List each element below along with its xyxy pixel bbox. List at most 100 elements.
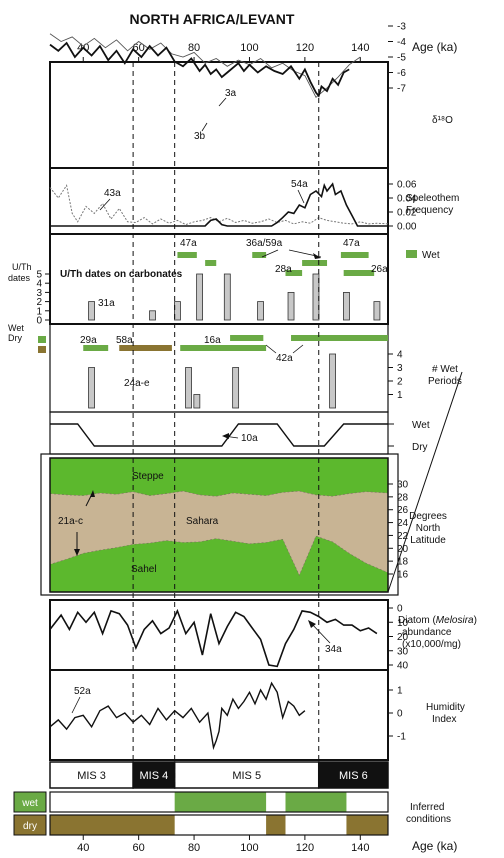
bottom-age-tick-label-2: 80 xyxy=(188,842,200,854)
uth-panel-title: U/Th dates on carbonates xyxy=(60,269,183,280)
speleothem-panel: 0.06 0.04 0.02 0.00 43a 54a Speleothem Freq… xyxy=(49,179,459,233)
humidity-tick-label-0: 1 xyxy=(397,686,403,697)
uth-wet-bar-0 xyxy=(177,252,197,258)
wetdry-wet-label: Wet xyxy=(412,420,430,431)
uth-legend-wet-label: Wet xyxy=(422,250,440,261)
speleothem-tick-label-1: 0.04 xyxy=(397,194,417,205)
inferred-condition-bars xyxy=(50,792,388,835)
speleothem-levant-series xyxy=(49,184,389,226)
uth-tick-label-1: 4 xyxy=(36,279,42,290)
inferred-dry-frame xyxy=(49,814,389,836)
diatom-axis-label-1: Diatom (Melosira) xyxy=(398,615,477,626)
uth-tick-label-4: 1 xyxy=(36,306,42,317)
uth-annotation-36a-59a: 36a/59a xyxy=(246,238,283,249)
figure-title: NORTH AFRICA/LEVANT xyxy=(130,11,295,27)
humidity-pointer xyxy=(71,696,81,714)
wetdry-dry-label: Dry xyxy=(412,442,428,453)
wet-period-bar-2 xyxy=(193,394,201,409)
d18o-annotation-3b: 3b xyxy=(194,131,206,142)
wet-periods-tick-label-2: 2 xyxy=(397,377,403,388)
wetdry-schematic-line xyxy=(50,423,388,447)
latitude-axis-label-2: North xyxy=(416,523,440,534)
uth-date-bar-0 xyxy=(88,301,95,321)
wetdry-pointer-head xyxy=(222,433,229,439)
speleothem-annotation-43a: 43a xyxy=(104,188,121,199)
humidity-annotation: 52a xyxy=(74,686,91,697)
speleothem-axis-label-1: Speleothem xyxy=(406,193,459,204)
humidity-panel-frame xyxy=(49,669,389,761)
uth-date-bars xyxy=(88,273,381,321)
latitude-arrow-down-head xyxy=(74,549,80,556)
uth-annotation-26a: 26a xyxy=(371,264,388,275)
inferred-dry-bar-2 xyxy=(346,815,388,835)
uth-date-bar-5 xyxy=(223,273,231,321)
uth-annotation-47a-right: 47a xyxy=(343,238,360,249)
inferred-dry-legend-label: dry xyxy=(23,821,37,832)
wet-period-bar-4 xyxy=(329,353,336,409)
d18o-axis-label: δ¹⁸O xyxy=(432,115,453,126)
latitude-ticks: 3028262422201816 xyxy=(388,480,409,581)
uth-wet-bars xyxy=(177,252,375,276)
inferred-axis-label-1: Inferred xyxy=(410,802,444,813)
wet-periods-legend-wet-label: Wet xyxy=(8,323,24,333)
speleothem-africa-series xyxy=(50,182,388,227)
d18o-pointer-3b xyxy=(201,122,208,132)
latitude-tick-label-3: 24 xyxy=(397,518,409,529)
diatom-tick-label-0: 0 xyxy=(397,604,403,615)
latitude-tick-label-6: 18 xyxy=(397,557,409,568)
wet-periods-annotation-58a: 58a xyxy=(116,335,133,346)
diatom-tick-label-2: 20 xyxy=(397,632,409,643)
d18o-primary-series xyxy=(49,41,350,98)
wet-periods-axis-label-1: # Wet xyxy=(432,364,458,375)
mis-stage-box-0 xyxy=(49,761,134,789)
uth-tick-label-3: 2 xyxy=(36,297,42,308)
latitude-tick-label-1: 28 xyxy=(397,492,409,503)
sahel-label: Sahel xyxy=(131,564,157,575)
humidity-ticks: 1 0 -1 xyxy=(388,686,406,743)
latitude-tick-label-7: 16 xyxy=(397,570,409,581)
uth-date-bar-3 xyxy=(174,301,181,321)
bottom-age-tick-label-0: 40 xyxy=(77,842,89,854)
uth-left-label-2: dates xyxy=(8,273,31,283)
uth-tick-label-2: 3 xyxy=(36,288,42,299)
inferred-wet-bar-1 xyxy=(285,792,347,812)
uth-date-bar-6 xyxy=(257,301,264,321)
wet-condition-bar-0 xyxy=(83,345,109,351)
bottom-age-tick-label-4: 120 xyxy=(296,842,314,854)
uth-date-bar-4 xyxy=(196,273,204,321)
top-age-tick-label-3: 100 xyxy=(240,42,258,54)
latitude-arrow-up-head xyxy=(90,490,95,497)
uth-wet-bar-1 xyxy=(205,260,217,266)
latitude-axis-label-1: Degrees xyxy=(409,511,447,522)
top-age-axis-label: Age (ka) xyxy=(412,40,457,54)
wet-period-bar-1 xyxy=(185,367,192,409)
uth-legend-wet-swatch xyxy=(406,250,417,258)
speleothem-panel-frame xyxy=(49,167,389,235)
uth-wet-bar-2 xyxy=(252,252,267,258)
speleothem-pointer-43a xyxy=(99,198,111,211)
d18o-tick-label-4: -3 xyxy=(397,22,406,33)
uth-tick-label-5: 0 xyxy=(36,316,42,327)
wet-periods-axis-label-2: Periods xyxy=(428,376,462,387)
uth-arrow-36a-left xyxy=(261,249,279,258)
speleothem-annotation-54a: 54a xyxy=(291,179,308,190)
inferred-axis-label-2: conditions xyxy=(406,814,451,825)
humidity-series xyxy=(49,681,306,751)
wet-period-bar-0 xyxy=(88,367,95,409)
uth-annotation-31a: 31a xyxy=(98,298,115,309)
steppe-label: Steppe xyxy=(132,471,164,482)
mis-stage-label-0: MIS 3 xyxy=(77,770,106,782)
latitude-plot-frame xyxy=(49,457,389,593)
wetdry-panel-frame xyxy=(49,411,389,455)
uth-tick-label-0: 5 xyxy=(36,270,42,281)
uth-annotation-47a-left: 47a xyxy=(180,238,197,249)
humidity-axis-label-2: Index xyxy=(432,714,456,725)
d18o-secondary-series xyxy=(49,33,361,99)
d18o-tick-label-3: -4 xyxy=(397,37,406,48)
d18o-tick-label-0: -7 xyxy=(397,84,406,95)
bottom-age-tick-label-5: 140 xyxy=(351,842,369,854)
wetdry-annotation: 10a xyxy=(241,433,258,444)
humidity-axis-label-1: Humidity xyxy=(426,702,465,713)
diatom-series xyxy=(49,608,378,668)
